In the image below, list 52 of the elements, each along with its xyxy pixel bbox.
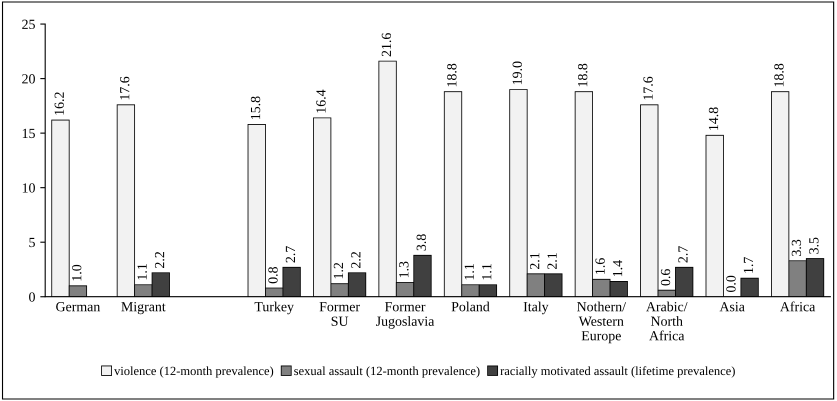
x-tick-label: Asia: [720, 302, 745, 312]
data-label: 18.8: [774, 64, 784, 86]
y-tick-label: 20: [22, 74, 35, 84]
x-tick-label: Poland: [452, 302, 490, 312]
data-label: 21.6: [382, 33, 392, 56]
data-label: 1.2: [334, 262, 344, 278]
data-label: 1.1: [138, 264, 147, 280]
data-label: 1.6: [595, 258, 605, 274]
data-label: 3.3: [792, 240, 802, 256]
data-label: 2.1: [530, 253, 540, 270]
data-label: 15.8: [250, 96, 260, 120]
data-label: 17.6: [120, 76, 130, 100]
data-label: 1.4: [612, 260, 622, 276]
data-label: 1.1: [464, 264, 474, 280]
data-label: 16.2: [54, 92, 64, 115]
data-label: 0.0: [726, 276, 736, 292]
data-label: 17.6: [643, 76, 653, 100]
legend-label: violence (12-month prevalence): [114, 366, 274, 378]
data-label: 19.0: [512, 62, 522, 84]
y-tick-label: 10: [22, 183, 35, 193]
y-tick-label: 0: [29, 292, 35, 302]
data-label: 2.2: [351, 252, 361, 268]
x-tick-label: Former Jugoslavia: [376, 302, 434, 329]
data-label: 1.3: [399, 262, 409, 278]
data-label: 16.4: [316, 90, 326, 112]
y-tick-label: 15: [22, 128, 35, 138]
y-tick-label: 5: [29, 238, 35, 248]
data-label: 0.6: [660, 269, 670, 286]
data-label: 14.8: [708, 107, 718, 130]
x-tick-label: Migrant: [121, 302, 166, 314]
data-label: 2.1: [547, 253, 557, 270]
legend-label: sexual assault (12-month prevalence): [294, 366, 480, 378]
x-tick-label: Nothern/ Western Europe: [577, 302, 626, 344]
data-label: 0.8: [268, 267, 278, 284]
data-label: 1.1: [482, 264, 492, 280]
x-tick-label: Italy: [524, 302, 549, 314]
data-label: 18.8: [447, 64, 457, 86]
x-tick-label: German: [56, 302, 100, 312]
x-tick-label: Arabic/ North Africa: [646, 302, 688, 340]
data-label: 2.7: [678, 246, 688, 263]
data-label: 18.8: [578, 64, 588, 86]
data-label: 2.7: [286, 246, 296, 263]
x-tick-label: Africa: [780, 301, 816, 312]
y-tick-label: 25: [22, 20, 35, 30]
data-label: 3.5: [809, 238, 819, 254]
x-tick-label: Turkey: [254, 302, 294, 314]
data-label: 1.7: [744, 257, 754, 273]
x-tick-label: Former SU: [320, 302, 360, 326]
data-label: 2.2: [154, 252, 164, 268]
legend-label: racially motivated assault (lifetime prevalence): [500, 366, 735, 378]
data-label: 3.8: [416, 234, 426, 250]
data-label: 1.0: [72, 264, 82, 280]
